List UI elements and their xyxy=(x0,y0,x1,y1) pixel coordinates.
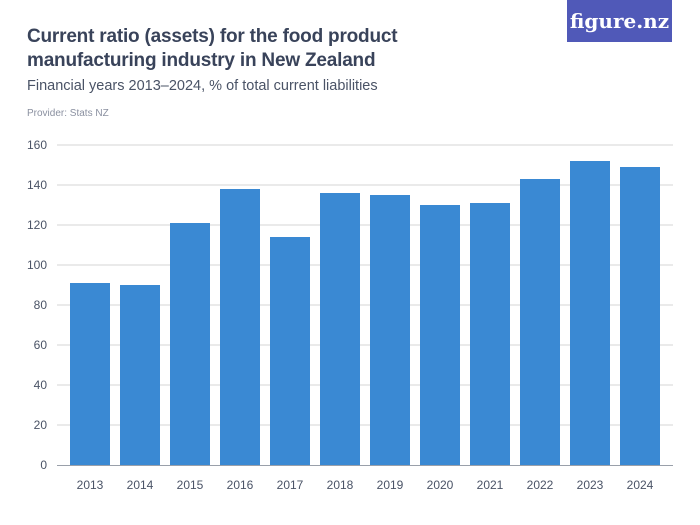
bar-2024 xyxy=(620,167,660,465)
x-tick-label: 2014 xyxy=(127,478,154,492)
y-tick-label: 20 xyxy=(34,418,48,432)
x-tick-label: 2019 xyxy=(377,478,404,492)
figure-nz-logo[interactable]: figure.nz xyxy=(567,0,672,42)
x-tick-label: 2021 xyxy=(477,478,504,492)
x-tick-label: 2015 xyxy=(177,478,204,492)
y-tick-label: 140 xyxy=(27,178,47,192)
x-tick-label: 2024 xyxy=(627,478,654,492)
bar-2022 xyxy=(520,179,560,465)
y-tick-label: 40 xyxy=(34,378,48,392)
x-tick-label: 2022 xyxy=(527,478,554,492)
x-tick-label: 2018 xyxy=(327,478,354,492)
x-tick-label: 2017 xyxy=(277,478,304,492)
bar-2013 xyxy=(70,283,110,465)
x-tick-label: 2016 xyxy=(227,478,254,492)
bar-2014 xyxy=(120,285,160,465)
y-tick-label: 160 xyxy=(27,138,47,152)
y-tick-label: 0 xyxy=(40,458,47,472)
bar-2020 xyxy=(420,205,460,465)
bar-2021 xyxy=(470,203,510,465)
x-tick-label: 2023 xyxy=(577,478,604,492)
y-tick-label: 100 xyxy=(27,258,47,272)
bar-2016 xyxy=(220,189,260,465)
logo-text: figure.nz xyxy=(569,9,670,33)
y-tick-label: 60 xyxy=(34,338,48,352)
chart-subtitle: Financial years 2013–2024, % of total cu… xyxy=(27,78,378,94)
y-tick-label: 120 xyxy=(27,218,47,232)
bar-2017 xyxy=(270,237,310,465)
bar-2015 xyxy=(170,223,210,465)
bar-2023 xyxy=(570,161,610,465)
y-tick-label: 80 xyxy=(34,298,48,312)
x-tick-label: 2013 xyxy=(77,478,104,492)
provider-label: Provider: Stats NZ xyxy=(27,108,109,119)
chart-title: Current ratio (assets) for the food prod… xyxy=(27,26,398,71)
bar-2019 xyxy=(370,195,410,465)
x-tick-label: 2020 xyxy=(427,478,454,492)
bar-2018 xyxy=(320,193,360,465)
